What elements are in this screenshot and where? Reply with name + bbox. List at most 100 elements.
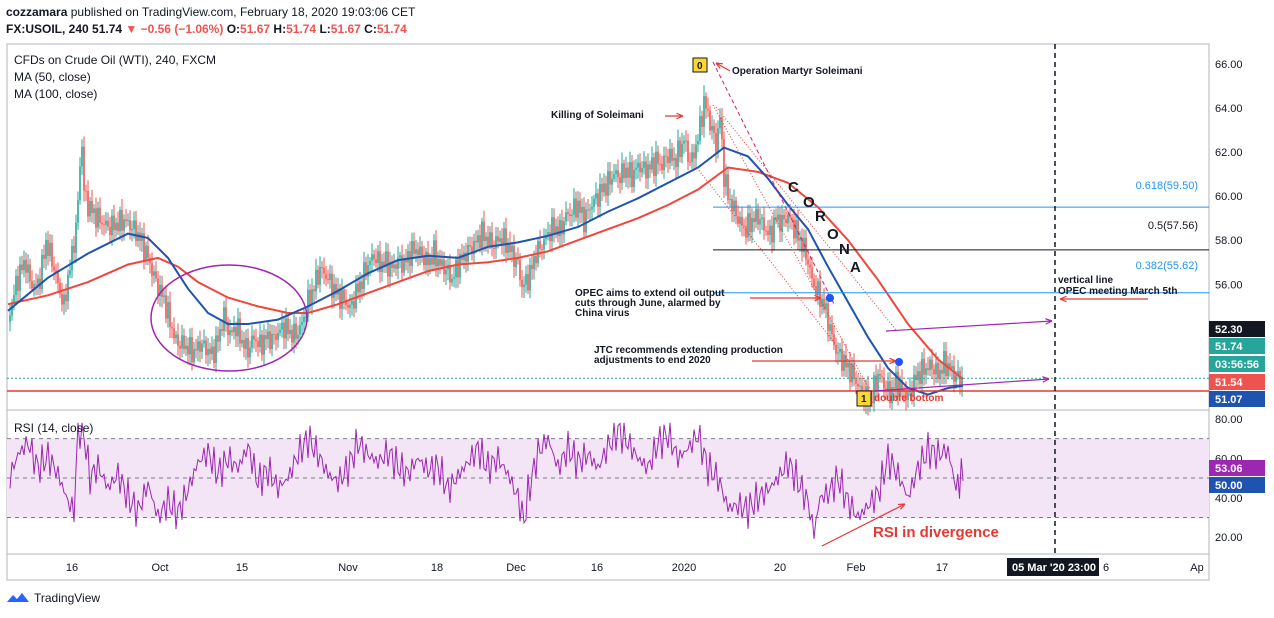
- candle-body: [195, 349, 197, 351]
- candle-body: [953, 365, 955, 382]
- candle-body: [251, 335, 253, 348]
- candle-body: [295, 323, 297, 339]
- candle-body: [31, 281, 33, 289]
- chart-title: CFDs on Crude Oil (WTI), 240, FXCM: [14, 53, 216, 67]
- candle-body: [403, 259, 405, 273]
- author-name[interactable]: cozzamara: [6, 5, 68, 19]
- candle-body: [471, 246, 473, 255]
- candle-body: [13, 295, 15, 304]
- candle-body: [37, 278, 39, 285]
- candle-body: [493, 248, 495, 250]
- candle-body: [935, 363, 937, 375]
- candle-body: [901, 380, 903, 391]
- symbol-name: FX:USOIL, 240: [6, 22, 89, 36]
- candle-body: [245, 338, 247, 349]
- candle-body: [361, 281, 363, 289]
- rsi-pane: [7, 422, 1209, 539]
- price-tick-label: 62.00: [1215, 147, 1243, 159]
- price-tick-label: 60.00: [1215, 191, 1243, 203]
- price-pane: [7, 85, 964, 416]
- candle-body: [91, 200, 93, 214]
- annotation-double-bottom: double bottom: [874, 393, 944, 404]
- price-tag-label: 51.54: [1215, 377, 1243, 389]
- legend-ma100[interactable]: MA (100, close): [14, 87, 97, 101]
- candle-body: [713, 125, 715, 133]
- legend-ma50[interactable]: MA (50, close): [14, 70, 91, 84]
- candle-body: [75, 222, 77, 253]
- candle-body: [377, 251, 379, 264]
- candle-body: [197, 341, 199, 351]
- candle-body: [787, 214, 789, 224]
- candle-body: [909, 387, 911, 393]
- candle-body: [961, 377, 963, 386]
- candle-body: [399, 255, 401, 258]
- candle-body: [353, 300, 355, 309]
- candle-body: [519, 259, 521, 280]
- candle-body: [421, 246, 423, 257]
- legend-rsi[interactable]: RSI (14, close): [14, 421, 93, 435]
- jtc-arrow-head: [889, 357, 897, 365]
- wave-label-1-box: [856, 390, 872, 407]
- price-tag-bg: [1209, 356, 1265, 372]
- price-tag-label: 51.74: [1215, 341, 1243, 353]
- candle-body: [181, 335, 183, 349]
- candle-body: [253, 335, 255, 340]
- candle-body: [341, 289, 343, 309]
- candle-body: [65, 294, 67, 302]
- candle-body: [219, 329, 221, 342]
- candle-body: [699, 116, 701, 141]
- annotation-opec-2: cuts through June, alarmed by: [575, 298, 721, 309]
- candle-body: [911, 387, 913, 397]
- candle-body: [641, 167, 643, 173]
- candle-body: [83, 146, 85, 191]
- candle-body: [435, 240, 437, 267]
- candle-body: [147, 245, 149, 258]
- vline-arrow-head: [1059, 295, 1067, 303]
- candle-body: [111, 215, 113, 236]
- candle-body: [861, 385, 863, 393]
- last-price: 51.74: [92, 22, 123, 36]
- candle-body: [839, 348, 841, 353]
- candle-body: [473, 240, 475, 255]
- price-tick-label: 56.00: [1215, 279, 1243, 291]
- candle-body: [585, 209, 587, 233]
- candle-body: [663, 155, 665, 171]
- crosshair-time-label: 05 Mar '20 23:00: [1012, 562, 1096, 574]
- candle-body: [383, 261, 385, 268]
- candle-body: [293, 323, 295, 343]
- candle-body: [475, 240, 477, 243]
- candle-body: [51, 242, 53, 267]
- candle-body: [93, 208, 95, 214]
- candle-body: [661, 163, 663, 171]
- candle-body: [273, 333, 275, 335]
- annotation-martyr: Operation Martyr Soleimani: [732, 66, 863, 77]
- ma100-line: [7, 166, 964, 380]
- candle-body: [491, 232, 493, 249]
- candle-body: [455, 259, 457, 278]
- candle-body: [513, 245, 515, 267]
- candle-body: [355, 283, 357, 309]
- candle-body: [683, 140, 685, 144]
- candle-body: [555, 226, 557, 234]
- candle-body: [411, 241, 413, 266]
- candle-body: [727, 174, 729, 200]
- footer-brand[interactable]: TradingView: [6, 591, 100, 605]
- rsi-tick-label: 80.00: [1215, 414, 1243, 426]
- candle-body: [45, 240, 47, 259]
- price-tag: 51.74: [1209, 338, 1265, 354]
- candle-body: [587, 209, 589, 211]
- candle-body: [795, 220, 797, 239]
- candle-body: [859, 385, 861, 387]
- rsi-tag-label: 50.00: [1215, 480, 1243, 492]
- candle-body: [801, 237, 803, 253]
- candle-body: [339, 288, 341, 309]
- candle-body: [759, 219, 761, 225]
- candle-body: [847, 362, 849, 368]
- candle-body: [653, 157, 655, 176]
- candle-body: [827, 303, 829, 331]
- martyr-arrow-head: [715, 62, 724, 69]
- candle-body: [119, 209, 121, 232]
- candle-body: [671, 148, 673, 161]
- price-tag-bg: [1209, 338, 1265, 354]
